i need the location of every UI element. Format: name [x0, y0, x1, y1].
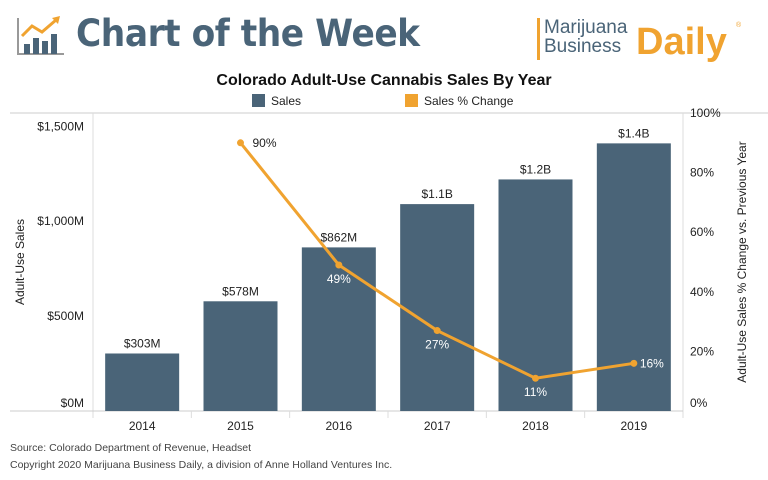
y-tick-label: $0M: [61, 396, 84, 410]
line-data-label: 16%: [640, 356, 664, 370]
legend: Sales Sales % Change: [252, 94, 514, 108]
bar-data-label: $1.2B: [520, 162, 551, 176]
y2-tick-label: 60%: [690, 225, 714, 239]
y2-tick-label: 80%: [690, 166, 714, 180]
bar-data-label: $1.4B: [618, 126, 649, 140]
bar-data-label: $862M: [320, 230, 357, 244]
x-tick-label: 2019: [620, 419, 647, 433]
bar-data-label: $1.1B: [421, 187, 452, 201]
bar-sales-2018: [498, 179, 573, 411]
x-tick-label: 2015: [227, 419, 254, 433]
y2-tick-label: 100%: [690, 106, 721, 120]
y-tick-label: $500M: [47, 309, 84, 323]
line-data-label: 27%: [425, 338, 449, 352]
bar-sales-2015: [203, 301, 278, 411]
bar-sales-2014: [105, 353, 180, 411]
y2-tick-label: 40%: [690, 285, 714, 299]
point-sales-change-2019: [630, 359, 638, 367]
chart-title: Colorado Adult-Use Cannabis Sales By Yea…: [216, 72, 551, 89]
legend-label-change: Sales % Change: [424, 94, 514, 108]
y-axis-label: Adult-Use Sales: [13, 219, 27, 305]
point-sales-change-2015: [237, 139, 244, 147]
y2-tick-label: 0%: [690, 396, 708, 410]
x-tick-label: 2016: [325, 419, 352, 433]
point-sales-change-2016: [335, 261, 343, 269]
bar-sales-2019: [596, 143, 671, 411]
line-data-label: 11%: [524, 385, 547, 399]
y-tick-label: $1,000M: [37, 214, 84, 228]
brand-logo: Marijuana Business Daily: [537, 17, 727, 62]
y-tick-label: $1,500M: [37, 119, 84, 133]
y2-axis-label: Adult-Use Sales % Change vs. Previous Ye…: [735, 141, 749, 382]
copyright-note: Copyright 2020 Marijuana Business Daily,…: [10, 459, 393, 471]
point-sales-change-2017: [433, 327, 441, 335]
x-tick-label: 2018: [522, 419, 549, 433]
bar-sales-2016: [301, 247, 376, 411]
line-data-label: 90%: [253, 136, 277, 150]
legend-swatch-change: [405, 94, 418, 107]
brand-line1: Marijuana: [544, 17, 628, 38]
legend-swatch-sales: [252, 94, 265, 107]
line-data-label: 49%: [327, 272, 351, 286]
brand-daily: Daily: [636, 21, 727, 63]
bar-data-label: $303M: [124, 336, 161, 350]
brand-line2: Business: [544, 36, 622, 57]
header-title: Chart of the Week: [76, 12, 420, 55]
bar-data-label: $578M: [222, 284, 259, 298]
brand-reg: ®: [736, 22, 742, 29]
chart-logo-icon: [17, 16, 64, 55]
x-tick-label: 2017: [424, 419, 451, 433]
x-tick-label: 2014: [129, 419, 156, 433]
legend-label-sales: Sales: [271, 94, 301, 108]
y2-tick-label: 20%: [690, 344, 714, 358]
bar-sales-2017: [400, 204, 475, 411]
point-sales-change-2018: [532, 374, 539, 382]
source-note: Source: Colorado Department of Revenue, …: [10, 442, 252, 454]
